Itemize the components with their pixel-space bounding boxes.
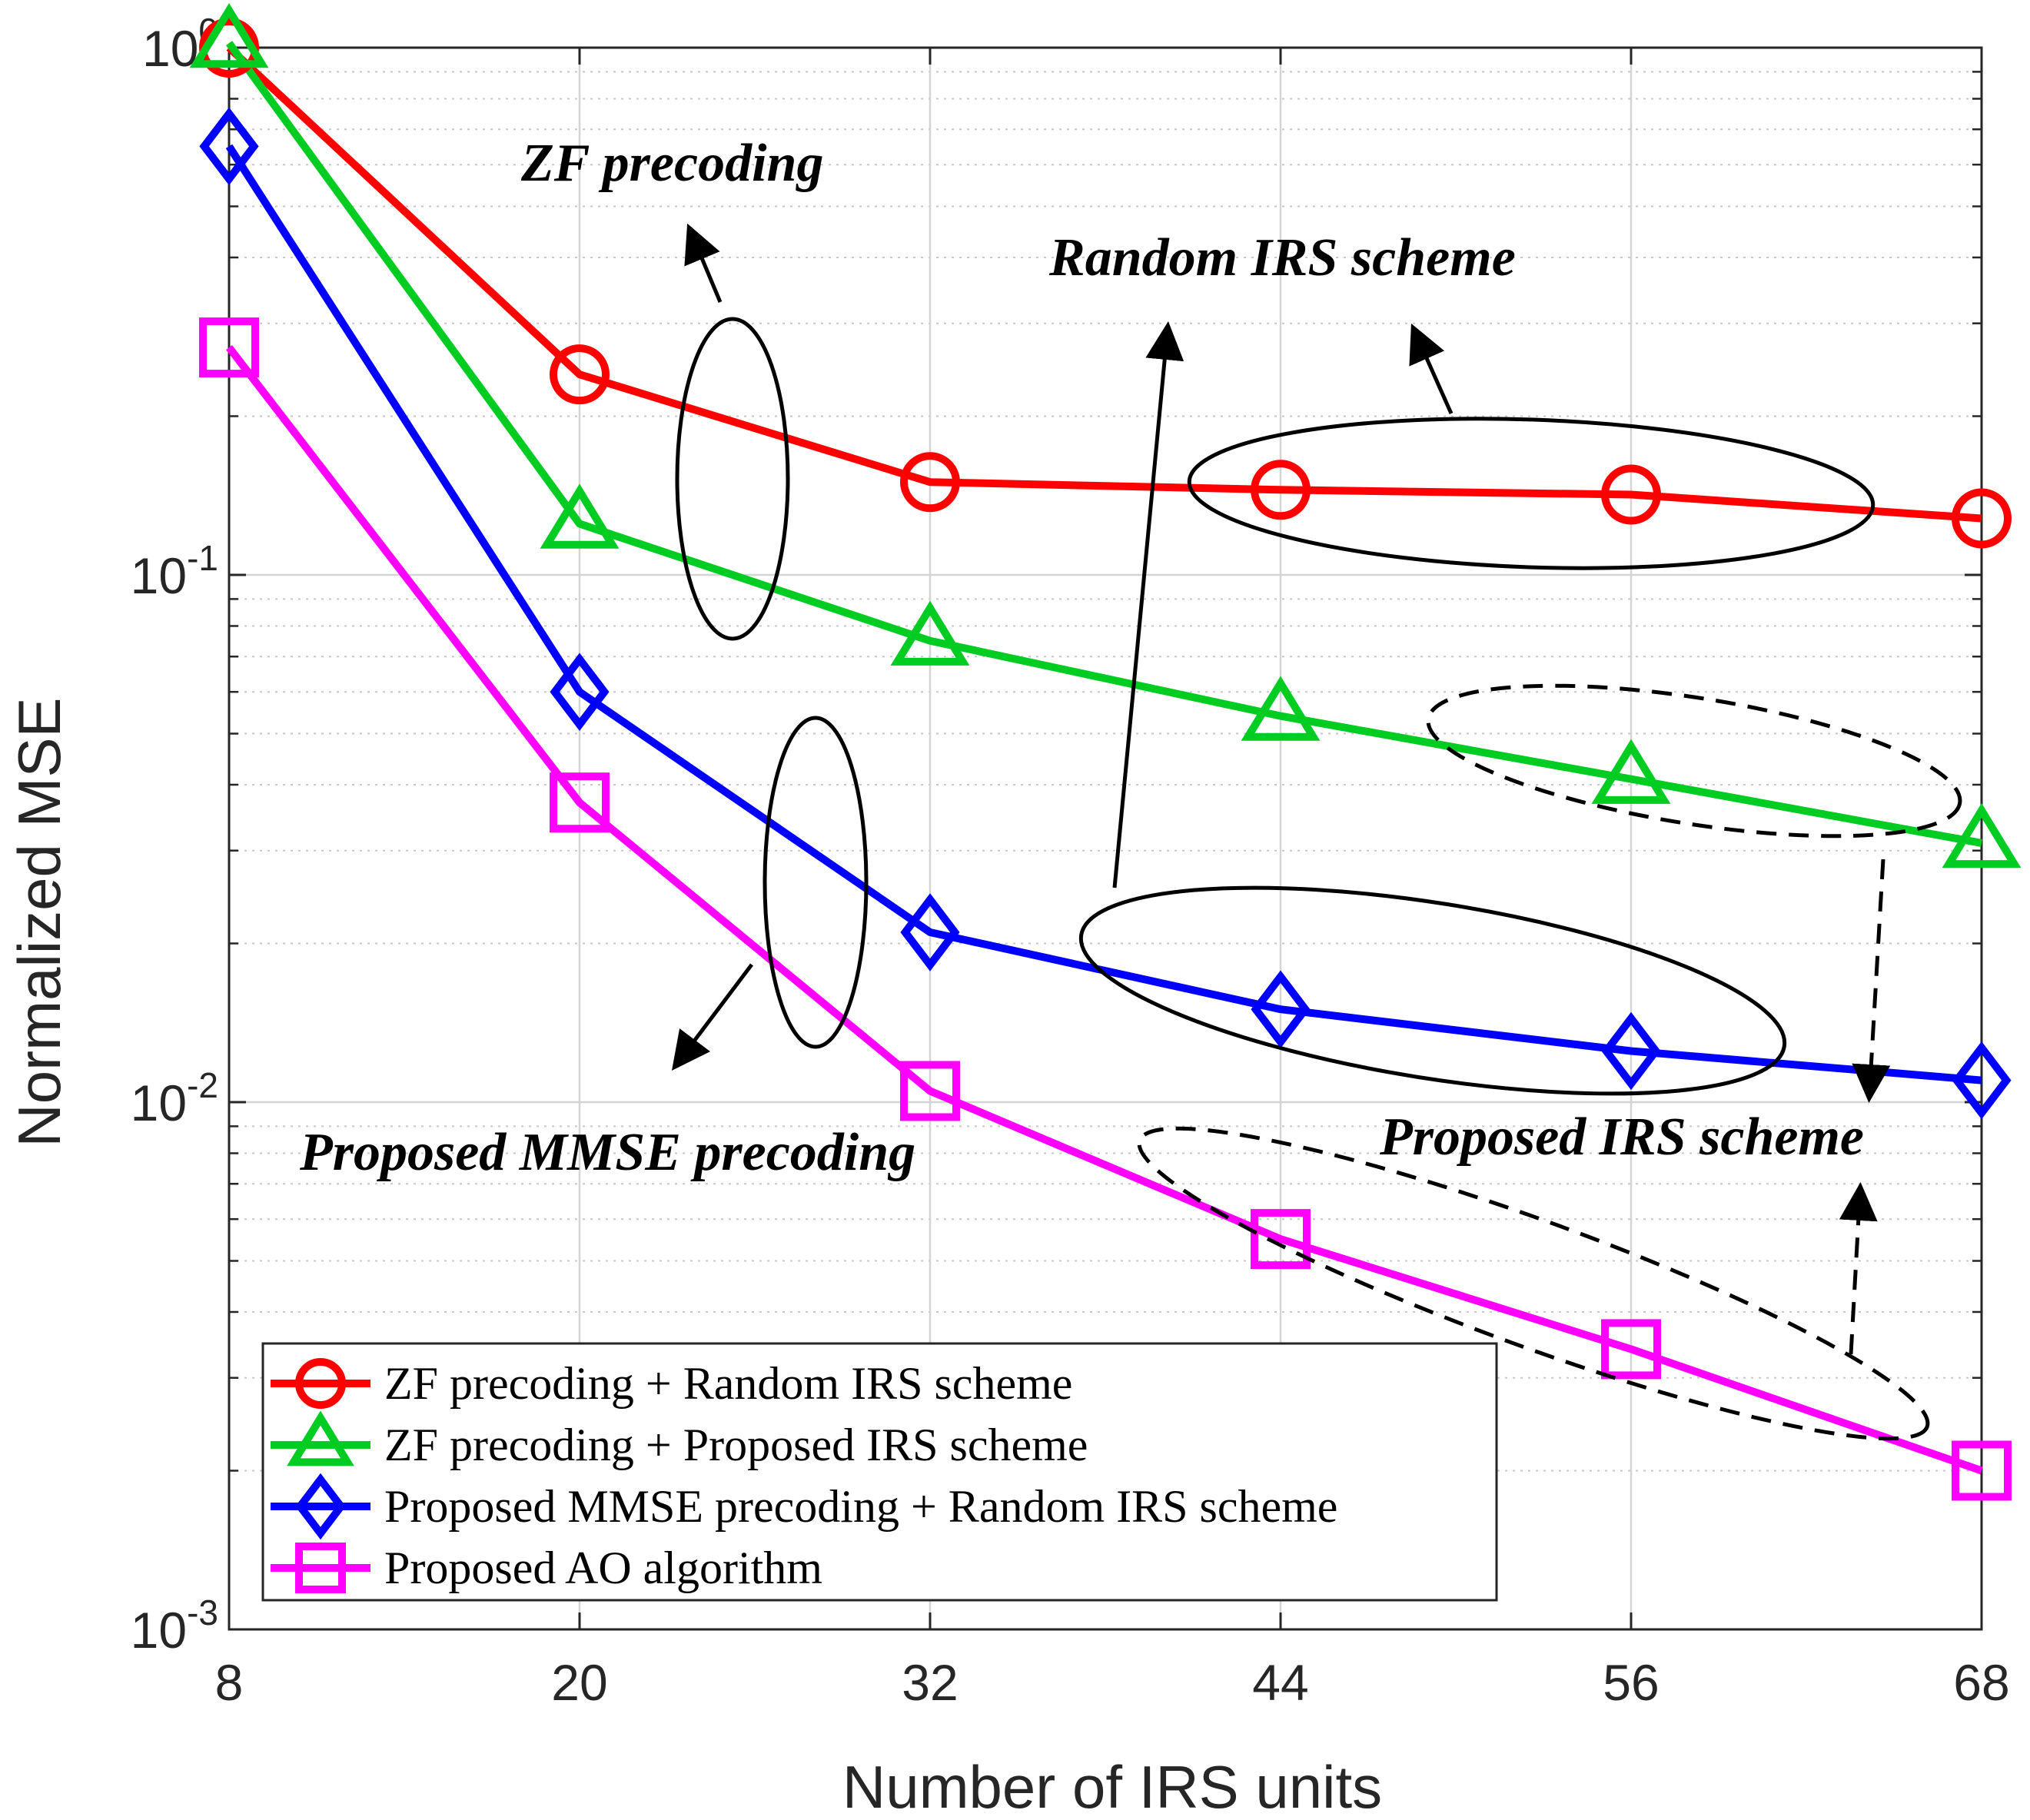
arrow-random-mmse — [1112, 321, 1184, 888]
legend-marker-2 — [295, 1473, 346, 1540]
data-point-1-3 — [1241, 676, 1321, 741]
data-point-2-2 — [900, 893, 960, 971]
series-line-0 — [226, 45, 1982, 523]
data-point-1-4 — [1591, 739, 1671, 804]
ellipse-proposed-ao — [1137, 1126, 1930, 1441]
data-point-0-4 — [1601, 464, 1661, 525]
legend-marker-1 — [287, 1410, 354, 1466]
data-point-0-1 — [550, 344, 610, 405]
data-point-2-0 — [199, 107, 259, 186]
ellipse-random-zf — [1187, 417, 1876, 570]
data-point-3-3 — [1251, 1209, 1311, 1270]
data-point-3-0 — [199, 317, 259, 378]
x-tick-label: 56 — [1603, 1654, 1659, 1711]
y-tick-label: 10-3 — [131, 1592, 218, 1659]
data-point-0-2 — [900, 452, 960, 513]
series-markers — [189, 2, 2022, 1501]
series-line-2 — [225, 144, 1982, 1084]
series-line-1 — [225, 41, 1982, 847]
plot-frame — [228, 46, 1983, 1631]
annotation-proposed-mmse: Proposed MMSE precoding — [299, 1123, 915, 1182]
legend-label-1: ZF precoding + Proposed IRS scheme — [384, 1420, 1088, 1470]
legend-marker-0 — [295, 1358, 346, 1409]
data-point-1-5 — [1942, 802, 2022, 868]
data-point-3-5 — [1952, 1440, 2012, 1501]
legend-label-0: ZF precoding + Random IRS scheme — [384, 1358, 1072, 1409]
annotation-zf-precoding: ZF precoding — [520, 134, 823, 193]
legend-label-2: Proposed MMSE precoding + Random IRS sch… — [384, 1481, 1337, 1532]
y-tick-label: 100 — [142, 11, 218, 77]
data-point-0-3 — [1251, 460, 1311, 520]
ellipse-mmse — [762, 716, 869, 1049]
data-point-2-1 — [550, 653, 610, 731]
arrow-mmse — [671, 963, 753, 1071]
annotation-text: ZF precoding Random IRS scheme Proposed … — [299, 134, 1864, 1182]
y-tick-label: 10-1 — [131, 538, 218, 604]
data-point-1-1 — [540, 483, 620, 549]
ellipse-random-mmse — [1078, 885, 1787, 1096]
y-tick-label: 10-2 — [131, 1065, 218, 1131]
x-axis-title: Number of IRS units — [842, 1753, 1382, 1820]
y-axis-title: Normalized MSE — [5, 697, 73, 1147]
arrow-random-zf — [1409, 323, 1454, 415]
data-point-0-5 — [1952, 488, 2012, 549]
series-lines — [225, 41, 1983, 1475]
x-tick-label: 8 — [215, 1654, 244, 1711]
data-point-3-1 — [550, 772, 610, 833]
legend-label-3: Proposed AO algorithm — [384, 1543, 822, 1593]
x-tick-label: 32 — [902, 1654, 958, 1711]
data-point-2-4 — [1601, 1011, 1661, 1091]
data-point-2-5 — [1952, 1041, 2012, 1120]
data-point-3-4 — [1601, 1319, 1661, 1380]
axis-ticks: 8 20 32 44 56 68 100 10-1 10-2 10-3 — [131, 11, 2010, 1711]
x-tick-label: 20 — [551, 1654, 607, 1711]
ellipse-zf — [675, 317, 790, 641]
x-tick-label: 44 — [1252, 1654, 1308, 1711]
data-point-1-0 — [189, 2, 269, 68]
legend-box — [261, 1342, 1498, 1602]
annotation-shapes — [671, 223, 1962, 1441]
arrow-proposed-ao — [1839, 1182, 1878, 1355]
x-tick-label: 68 — [1953, 1654, 2009, 1711]
legend: ZF precoding + Random IRS scheme ZF preco… — [261, 1342, 1498, 1602]
data-point-2-3 — [1251, 970, 1311, 1048]
annotation-random-irs: Random IRS scheme — [1048, 228, 1516, 287]
series-line-3 — [226, 345, 1983, 1475]
ellipse-proposed-zf — [1426, 683, 1962, 839]
data-point-3-2 — [900, 1061, 960, 1121]
arrow-proposed-zf — [1852, 859, 1891, 1103]
annotation-proposed-irs: Proposed IRS scheme — [1379, 1108, 1864, 1167]
arrow-zf — [684, 223, 723, 303]
data-point-1-2 — [890, 600, 970, 666]
legend-marker-3 — [295, 1543, 346, 1593]
